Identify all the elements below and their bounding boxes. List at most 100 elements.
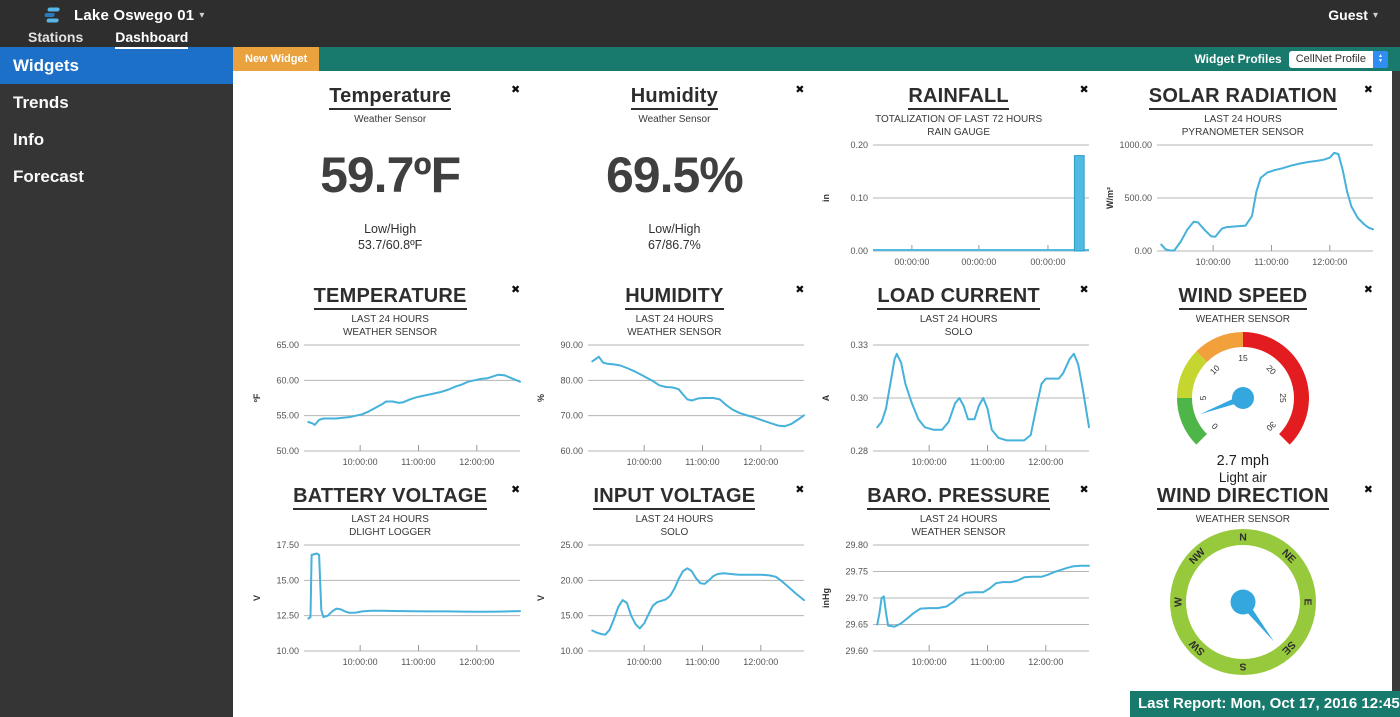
- widget-title-link[interactable]: WIND DIRECTION: [1157, 485, 1329, 510]
- widget-title: BARO. PRESSURE: [817, 485, 1101, 510]
- caret-down-icon[interactable]: ▾: [199, 9, 205, 21]
- close-widget-icon[interactable]: ✖: [511, 484, 521, 496]
- svg-text:11:00:00: 11:00:00: [401, 657, 435, 667]
- widget-title-link[interactable]: SOLAR RADIATION: [1148, 85, 1337, 110]
- user-menu[interactable]: Guest: [1328, 7, 1368, 23]
- svg-text:0.10: 0.10: [850, 193, 868, 203]
- widget-profile-select[interactable]: CellNet Profile ▲ ▼: [1288, 50, 1388, 68]
- widget-profiles-label: Widget Profiles: [1194, 52, 1282, 66]
- svg-text:10.00: 10.00: [277, 646, 300, 656]
- widget-wind-speed: ✖ WIND SPEED WEATHER SENSOR 0 5 10 15 20 25 30 2.7…: [1101, 279, 1385, 485]
- svg-text:V: V: [536, 595, 546, 601]
- sidebar-item-info[interactable]: Info: [13, 130, 45, 149]
- close-widget-icon[interactable]: ✖: [795, 284, 805, 296]
- close-widget-icon[interactable]: ✖: [1363, 284, 1373, 296]
- svg-text:29.60: 29.60: [845, 646, 868, 656]
- svg-text:1000.00: 1000.00: [1119, 140, 1152, 150]
- chart-canvas-battery-voltage: 10.00 12.50 15.00 17.50 10:00:00 11:00:00 12:0…: [252, 540, 522, 667]
- widget-title: WIND DIRECTION: [1101, 485, 1385, 510]
- widget-grid: ✖ Temperature Weather Sensor 59.7ºF Low/High…: [233, 71, 1392, 679]
- widget-title-link[interactable]: WIND SPEED: [1178, 285, 1308, 310]
- widget-title-link[interactable]: BARO. PRESSURE: [867, 485, 1051, 510]
- station-title[interactable]: Lake Oswego 01: [74, 6, 195, 24]
- widget-title: Temperature: [248, 85, 532, 110]
- close-widget-icon[interactable]: ✖: [1363, 484, 1373, 496]
- svg-text:11:00:00: 11:00:00: [686, 457, 720, 467]
- select-stepper-icon[interactable]: ▲ ▼: [1373, 50, 1388, 68]
- widget-baro-pressure: ✖ BARO. PRESSURE LAST 24 HOURS WEATHER SENS…: [817, 479, 1101, 679]
- widget-title-link[interactable]: Humidity: [630, 85, 718, 110]
- svg-text:00:00:00: 00:00:00: [894, 257, 929, 267]
- svg-text:0.00: 0.00: [850, 246, 868, 256]
- widget-title: Humidity: [532, 85, 816, 110]
- widget-title-link[interactable]: HUMIDITY: [625, 285, 724, 310]
- widget-title: HUMIDITY: [532, 285, 816, 310]
- new-widget-button[interactable]: New Widget: [233, 47, 320, 71]
- caret-down-icon[interactable]: ▾: [1372, 9, 1378, 21]
- lowhigh-caption: Low/High: [648, 222, 701, 236]
- widget-title-link[interactable]: TEMPERATURE: [313, 285, 467, 310]
- svg-text:0: 0: [1209, 421, 1220, 432]
- close-widget-icon[interactable]: ✖: [1079, 484, 1089, 496]
- svg-text:15: 15: [1238, 353, 1248, 363]
- svg-text:29.80: 29.80: [845, 540, 868, 550]
- svg-text:0.20: 0.20: [850, 140, 868, 150]
- widget-input-voltage: ✖ INPUT VOLTAGE LAST 24 HOURS SOLO 10.00 15.0…: [532, 479, 816, 679]
- gauge-condition: Light air: [1218, 470, 1267, 485]
- widget-subtitle: LAST 24 HOURS: [351, 314, 429, 325]
- header-tabs: Stations Dashboard: [0, 29, 1400, 49]
- current-value: 59.7ºF: [320, 147, 461, 203]
- sidebar-item-forecast[interactable]: Forecast: [13, 167, 84, 186]
- main-content: New Widget Widget Profiles CellNet Profi…: [233, 47, 1400, 717]
- sidebar-item-trends[interactable]: Trends: [13, 93, 69, 112]
- svg-text:10:00:00: 10:00:00: [911, 657, 946, 667]
- close-widget-icon[interactable]: ✖: [1079, 284, 1089, 296]
- close-widget-icon[interactable]: ✖: [1363, 84, 1373, 96]
- svg-text:0.30: 0.30: [850, 393, 868, 403]
- sidebar-item-widgets[interactable]: Widgets: [0, 47, 233, 84]
- widget-subtitle: WEATHER SENSOR: [1195, 314, 1291, 325]
- widget-title-link[interactable]: INPUT VOLTAGE: [593, 485, 756, 510]
- close-widget-icon[interactable]: ✖: [795, 84, 805, 96]
- widget-toolbar: New Widget Widget Profiles CellNet Profi…: [233, 47, 1400, 71]
- widget-subtitle: LAST 24 HOURS: [635, 514, 714, 525]
- tab-dashboard[interactable]: Dashboard: [115, 29, 189, 49]
- svg-text:80.00: 80.00: [561, 375, 584, 385]
- widget-subtitle: TOTALIZATION OF LAST 72 HOURS: [875, 114, 1043, 125]
- chart-canvas-input-voltage: 10.00 15.00 20.00 25.00 10:00:00 11:00:00 12:0…: [536, 540, 806, 667]
- lowhigh-caption: Low/High: [364, 222, 417, 236]
- svg-text:0.00: 0.00: [1134, 246, 1152, 256]
- widget-profile-value: CellNet Profile: [1295, 52, 1366, 65]
- svg-text:29.65: 29.65: [845, 620, 868, 630]
- svg-text:%: %: [536, 394, 546, 402]
- svg-text:25: 25: [1278, 393, 1288, 403]
- svg-text:11:00:00: 11:00:00: [970, 457, 1004, 467]
- widget-subtitle: WEATHER SENSOR: [1195, 514, 1291, 525]
- svg-text:12:00:00: 12:00:00: [744, 657, 779, 667]
- widget-title-link[interactable]: LOAD CURRENT: [877, 285, 1040, 310]
- svg-text:W/m²: W/m²: [1105, 187, 1115, 209]
- close-widget-icon[interactable]: ✖: [1079, 84, 1089, 96]
- widget-humidity: ✖ Humidity Weather Sensor 69.5% Low/High 67/8…: [532, 79, 816, 279]
- widget-subtitle: WEATHER SENSOR: [911, 527, 1006, 538]
- tab-stations[interactable]: Stations: [28, 29, 84, 45]
- widget-title-link[interactable]: BATTERY VOLTAGE: [293, 485, 488, 510]
- last-report-bar: Last Report: Mon, Oct 17, 2016 12:45 PM: [1130, 691, 1400, 717]
- chart-canvas-humidity: 60.00 70.00 80.00 90.00 10:00:00 11:00:00 12:0…: [536, 340, 806, 467]
- right-dark-strip: [1392, 71, 1400, 717]
- widget-subtitle: DLIGHT LOGGER: [349, 527, 432, 538]
- widget-temperature: ✖ Temperature Weather Sensor 59.7ºF Low/High…: [248, 79, 532, 279]
- close-widget-icon[interactable]: ✖: [511, 84, 521, 96]
- svg-text:29.70: 29.70: [845, 593, 868, 603]
- close-widget-icon[interactable]: ✖: [795, 484, 805, 496]
- svg-text:00:00:00: 00:00:00: [1030, 257, 1065, 267]
- svg-text:30: 30: [1264, 419, 1278, 433]
- svg-text:60.00: 60.00: [561, 446, 584, 456]
- close-widget-icon[interactable]: ✖: [511, 284, 521, 296]
- widget-title-link[interactable]: RAINFALL: [908, 85, 1009, 110]
- widget-rainfall: ✖ RAINFALL TOTALIZATION OF LAST 72 HOURS RA…: [817, 79, 1101, 279]
- widget-title: WIND SPEED: [1101, 285, 1385, 310]
- widget-title: BATTERY VOLTAGE: [248, 485, 532, 510]
- widget-title-link[interactable]: Temperature: [329, 85, 452, 110]
